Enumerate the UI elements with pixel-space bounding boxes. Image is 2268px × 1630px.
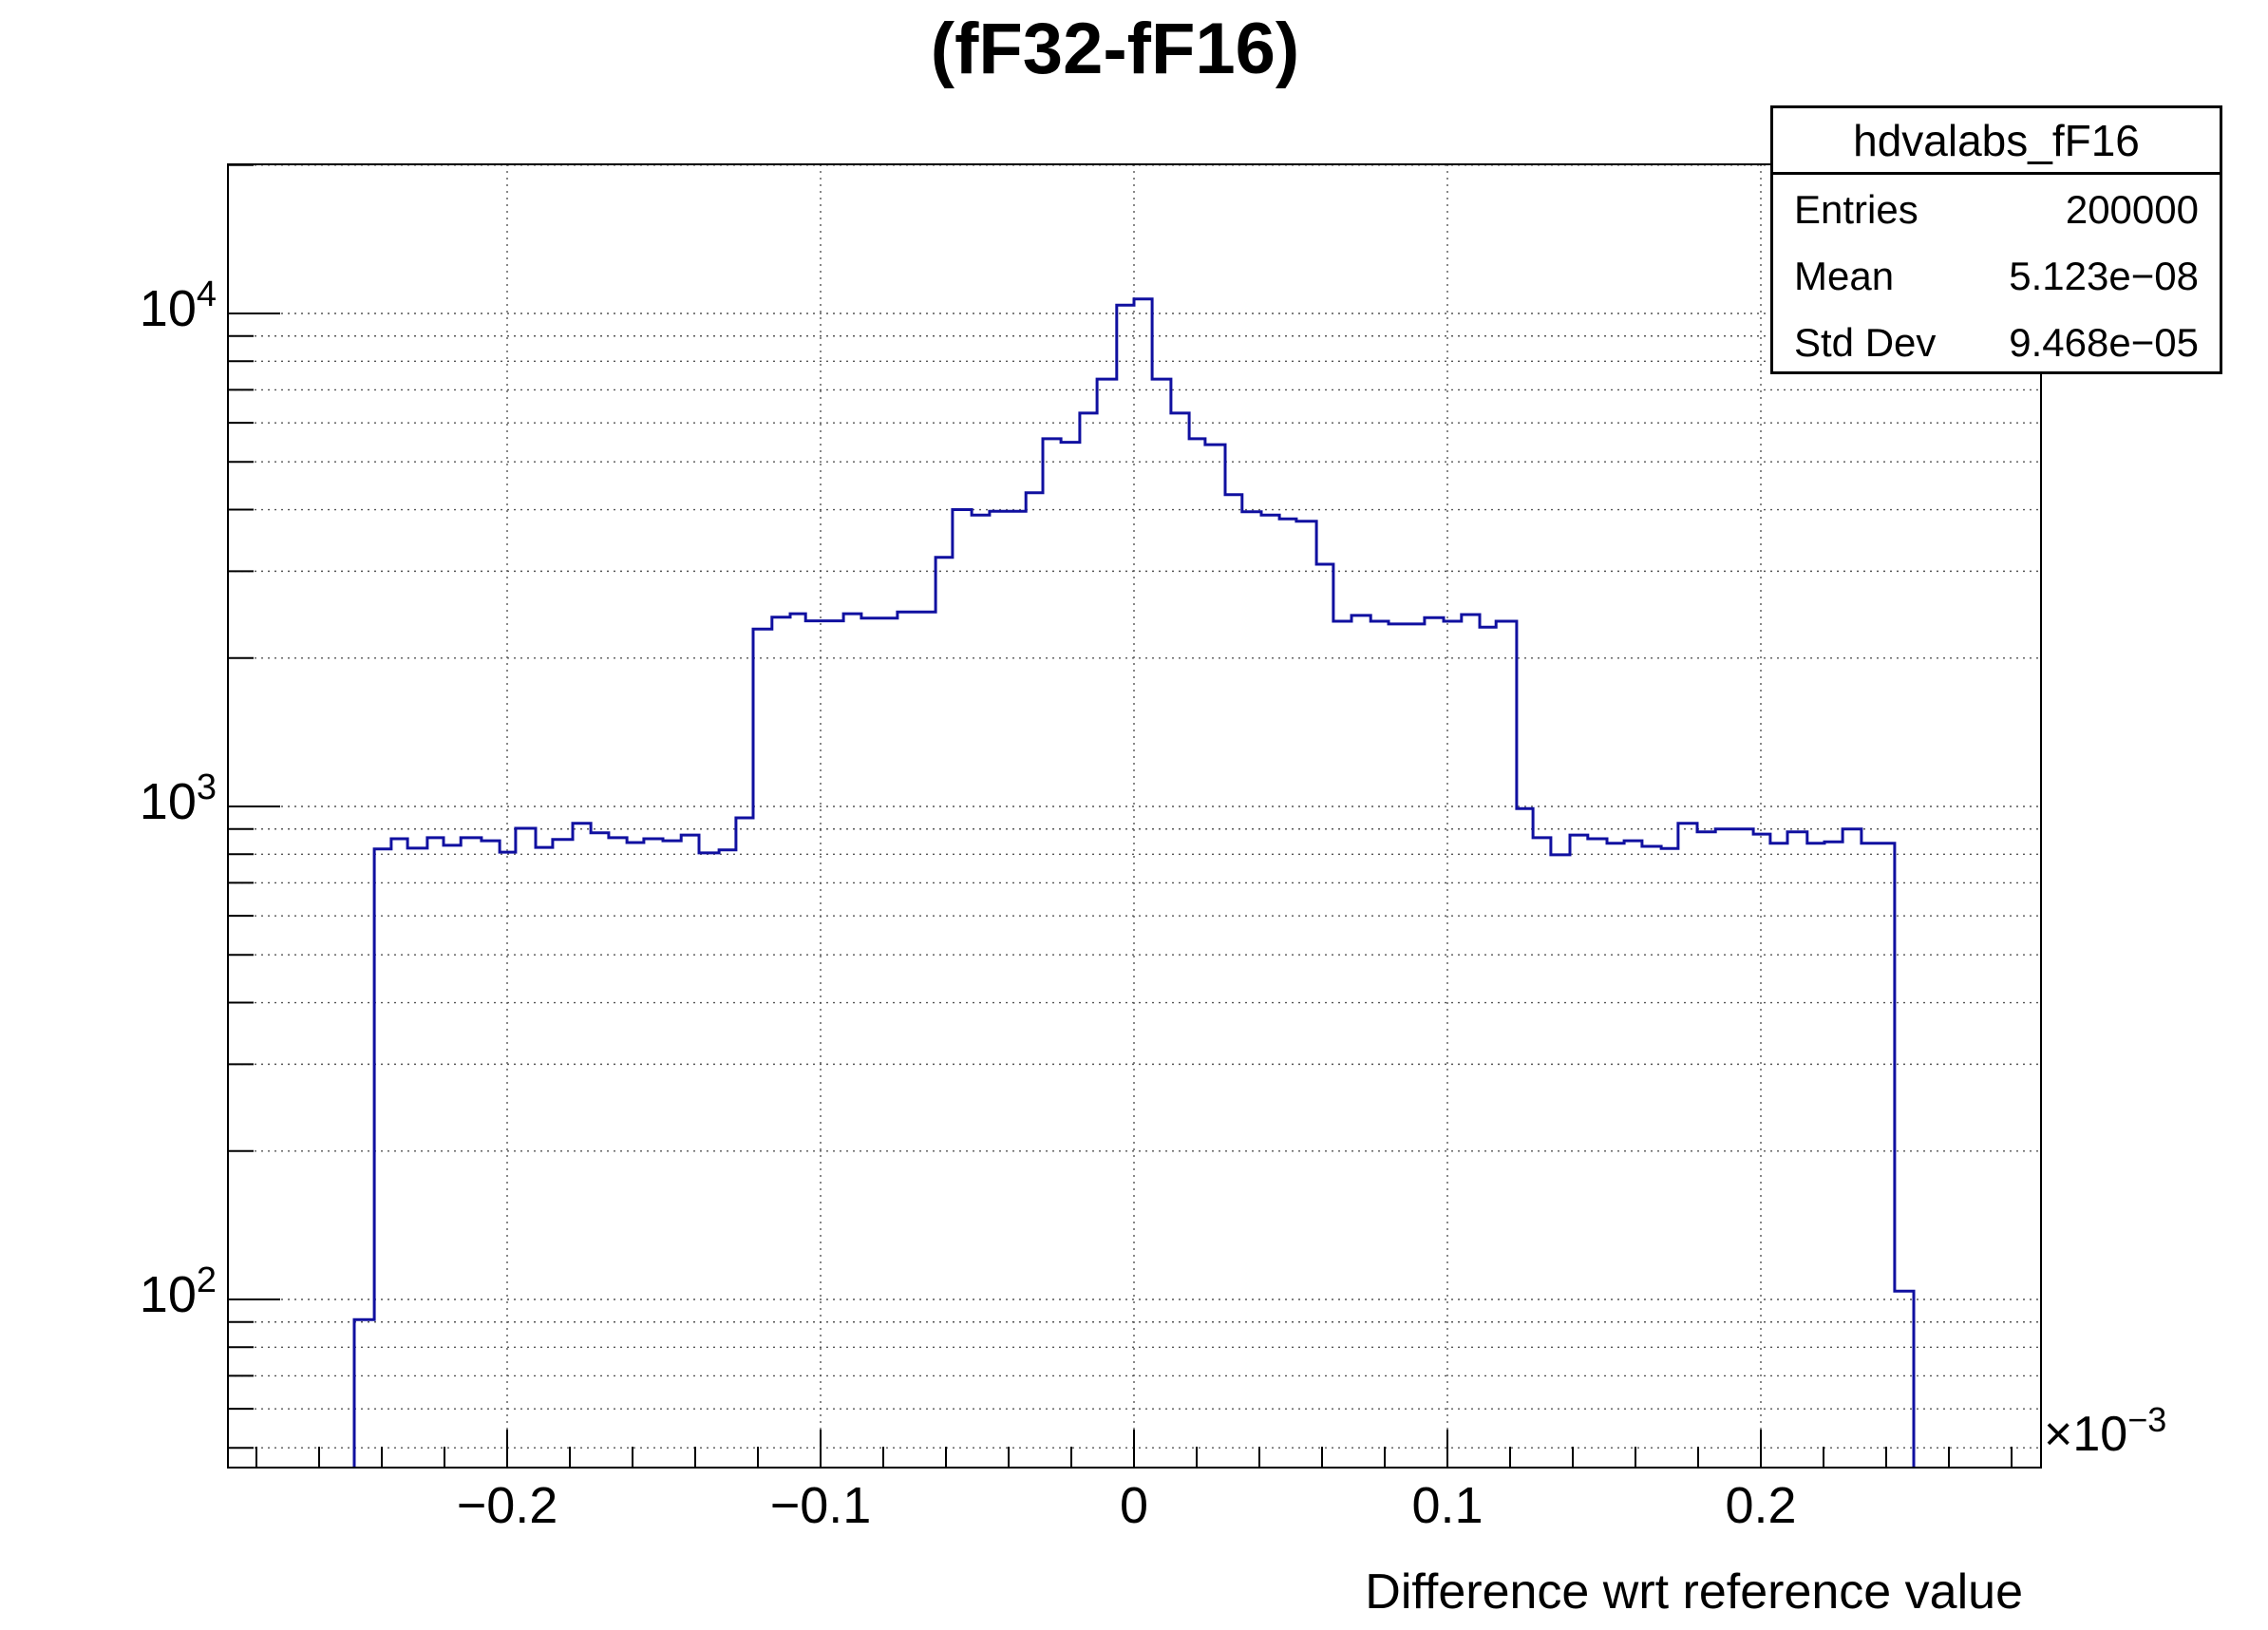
y-tick-label-1000: 103 <box>0 769 217 830</box>
stats-value: 200000 <box>2065 187 2199 232</box>
stats-box-title: hdvalabs_fF16 <box>1773 108 2220 175</box>
stats-value: 5.123e−08 <box>2009 254 2199 298</box>
y-tick-base: 10 <box>139 773 197 830</box>
y-tick-base: 10 <box>139 1266 197 1323</box>
stats-label: Entries <box>1794 187 1918 232</box>
y-tick-exp: 2 <box>196 1260 217 1301</box>
x-tick-label-m02: −0.2 <box>456 1477 558 1534</box>
x-tick-label-01: 0.1 <box>1411 1477 1484 1534</box>
stats-row-mean: Mean 5.123e−08 <box>1794 243 2199 310</box>
stats-row-entries: Entries 200000 <box>1794 177 2199 243</box>
y-tick-exp: 4 <box>196 275 217 315</box>
stats-label: Mean <box>1794 254 1895 298</box>
y-tick-label-10000: 104 <box>0 276 217 337</box>
stats-label: Std Dev <box>1794 320 1937 365</box>
plot-frame <box>227 163 2042 1469</box>
page-title: (fF32-fF16) <box>930 9 1300 89</box>
stats-box: hdvalabs_fF16 Entries 200000 Mean 5.123e… <box>1770 105 2222 374</box>
y-tick-label-100: 102 <box>0 1262 217 1323</box>
histogram-line <box>352 297 1916 1468</box>
x-axis-scale-label: ×10−3 <box>2044 1403 2166 1462</box>
y-tick-exp: 3 <box>196 768 217 808</box>
x-scale-base: ×10 <box>2044 1407 2128 1462</box>
x-tick-label-0: 0 <box>1119 1477 1149 1534</box>
x-axis-title: Difference wrt reference value <box>1365 1564 2023 1620</box>
x-scale-exp: −3 <box>2127 1400 2167 1440</box>
stats-box-rows: Entries 200000 Mean 5.123e−08 Std Dev 9.… <box>1773 175 2220 376</box>
stats-value: 9.468e−05 <box>2009 320 2199 365</box>
y-tick-base: 10 <box>139 280 197 337</box>
stats-row-stddev: Std Dev 9.468e−05 <box>1794 310 2199 376</box>
x-tick-label-m01: −0.1 <box>769 1477 872 1534</box>
x-tick-label-02: 0.2 <box>1725 1477 1797 1534</box>
